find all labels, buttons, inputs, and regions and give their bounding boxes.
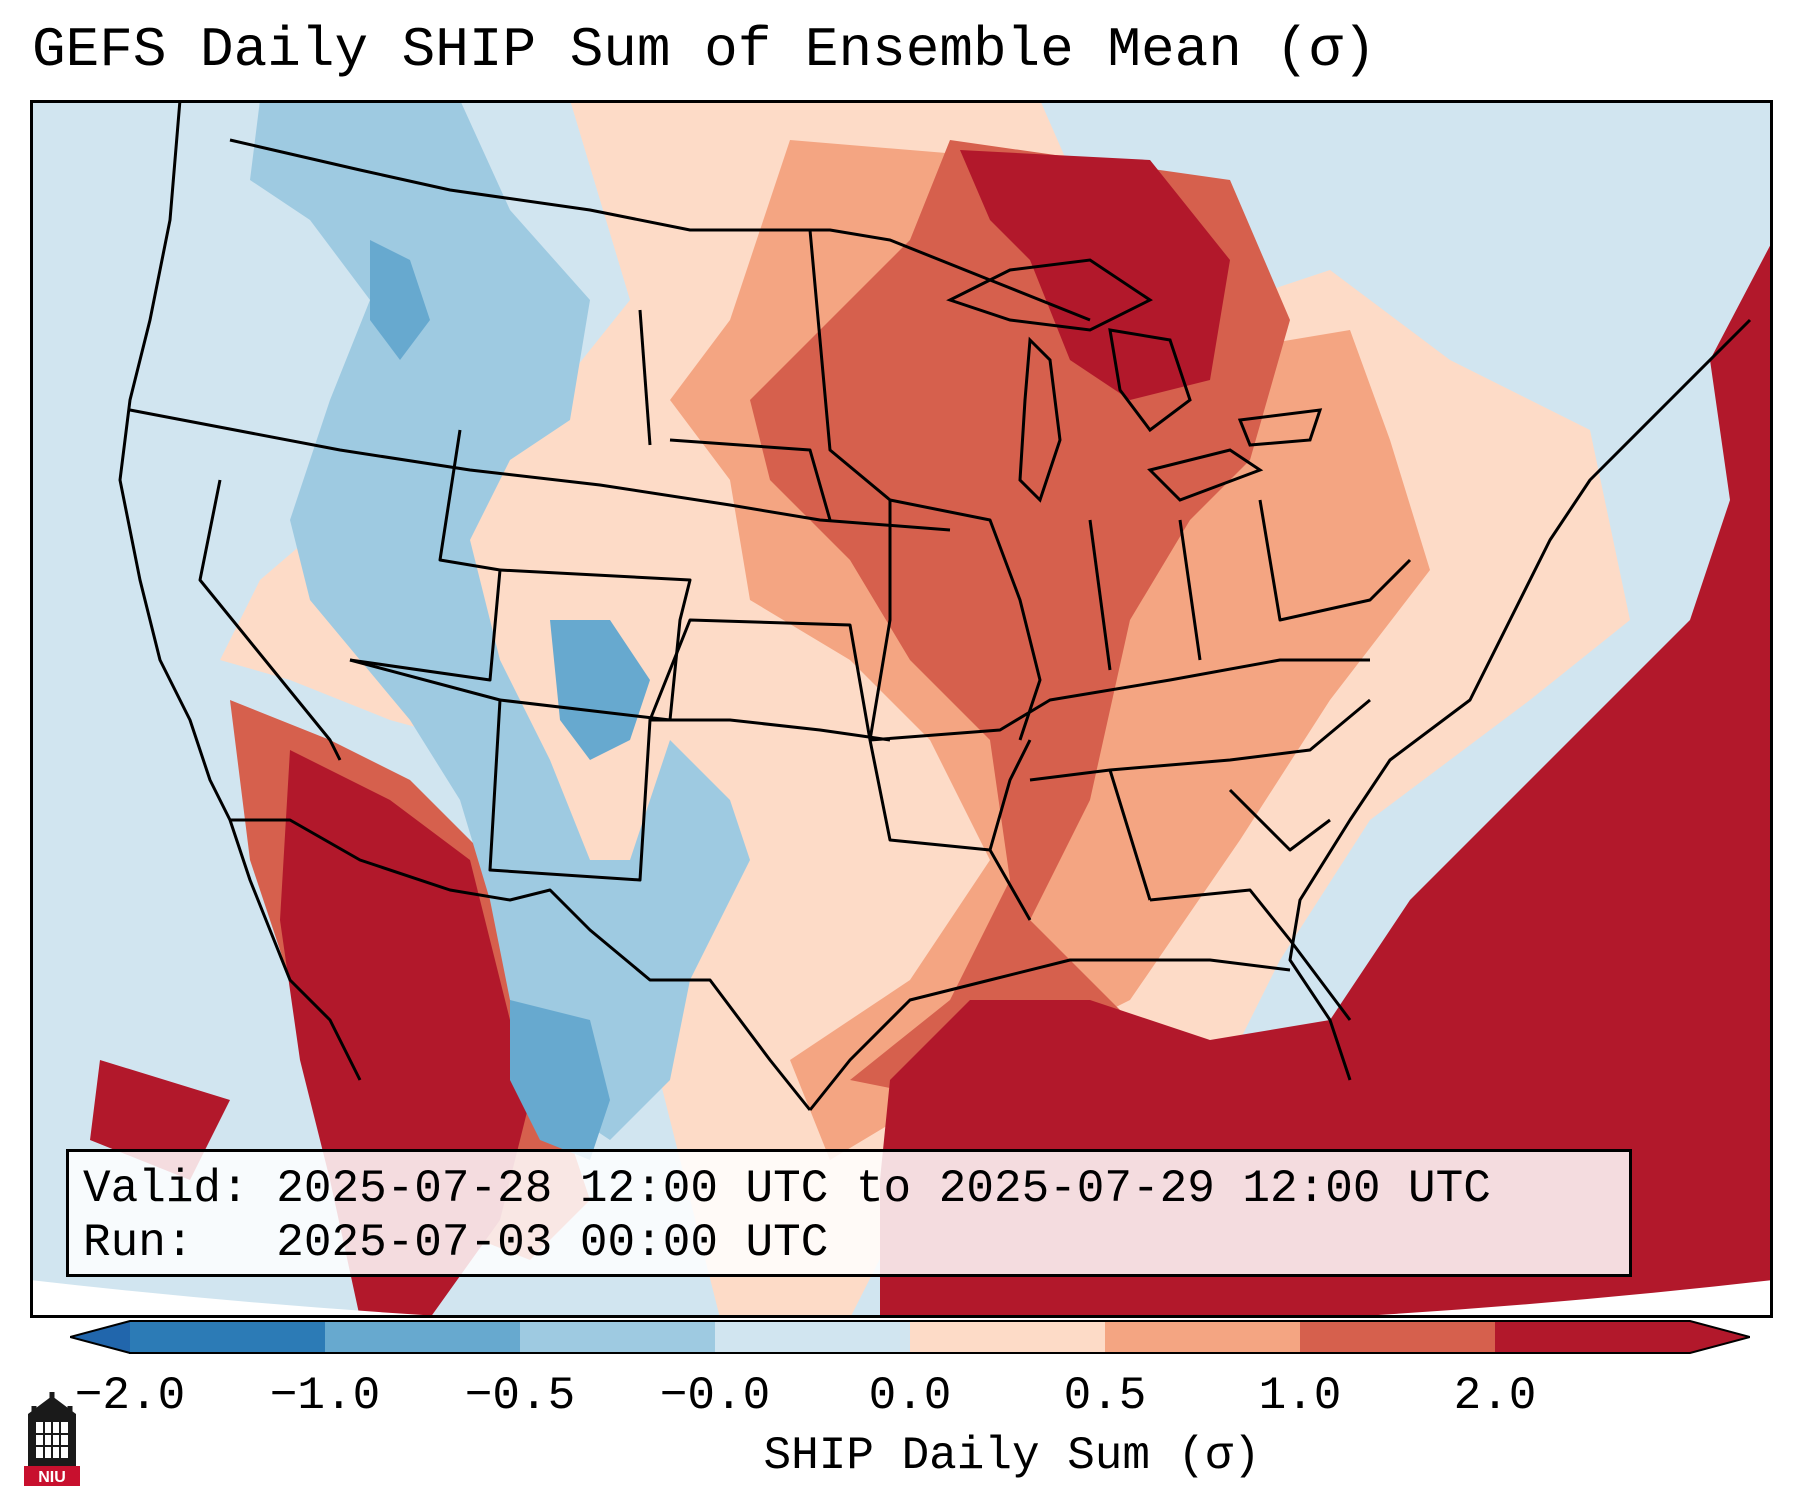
niu-logo-text: NIU (38, 1469, 66, 1486)
colorbar-label: SHIP Daily Sum (σ) (763, 1430, 1261, 1482)
map-frame (30, 100, 1773, 1318)
mexico-border (230, 818, 812, 1111)
colorbar-tick-label: 0.0 (868, 1370, 952, 1422)
run-label: Run: (83, 1217, 194, 1269)
lake-erie (1147, 448, 1264, 502)
valid-label: Valid: (83, 1163, 249, 1215)
colorbar-tick-label: −0.0 (659, 1370, 771, 1422)
colorbar-under-extend (70, 1321, 130, 1353)
forecast-info-box: Valid: 2025-07-28 12:00 UTC to 2025-07-2… (66, 1149, 1632, 1277)
colorbar-over-extend (1690, 1321, 1750, 1353)
gulf-coastline (808, 958, 1291, 1111)
canada-border (229, 138, 1091, 322)
run-time: 2025-07-03 00:00 UTC (276, 1217, 829, 1269)
colorbar-tick-label: 0.5 (1063, 1370, 1147, 1422)
colorbar-segment (1300, 1321, 1496, 1353)
colorbar-segment (130, 1321, 326, 1353)
lake-superior (946, 258, 1153, 332)
colorbar-segment (325, 1321, 521, 1353)
colorbar-tick-label: −1.0 (269, 1370, 381, 1422)
map-title: GEFS Daily SHIP Sum of Ensemble Mean (σ) (32, 18, 1377, 82)
colorbar-segment (520, 1321, 716, 1353)
great-lakes (946, 258, 1323, 503)
colorbar-segment (910, 1321, 1106, 1353)
projection-edge (30, 1280, 1773, 1318)
colorbar-tick-label: −0.5 (464, 1370, 576, 1422)
colorbar-tick-label: 1.0 (1258, 1370, 1342, 1422)
colorbar-tick-label: −2.0 (74, 1370, 186, 1422)
niu-building-logo-icon: NIU (24, 1392, 80, 1486)
state-borders (118, 100, 1752, 1111)
lake-huron (1108, 328, 1192, 433)
colorbar-segment (1105, 1321, 1301, 1353)
west-coastline (118, 100, 362, 1081)
colorbar-segment (1495, 1321, 1691, 1353)
lake-michigan (1018, 336, 1062, 503)
east-coastline (1288, 318, 1752, 1081)
valid-period: 2025-07-28 12:00 UTC to 2025-07-29 12:00… (276, 1163, 1491, 1215)
colorbar-segment (715, 1321, 911, 1353)
colorbar (70, 1320, 1750, 1354)
lake-ontario (1237, 408, 1323, 447)
colorbar-tick-label: 2.0 (1453, 1370, 1537, 1422)
ship-forecast-map (30, 100, 1773, 1318)
